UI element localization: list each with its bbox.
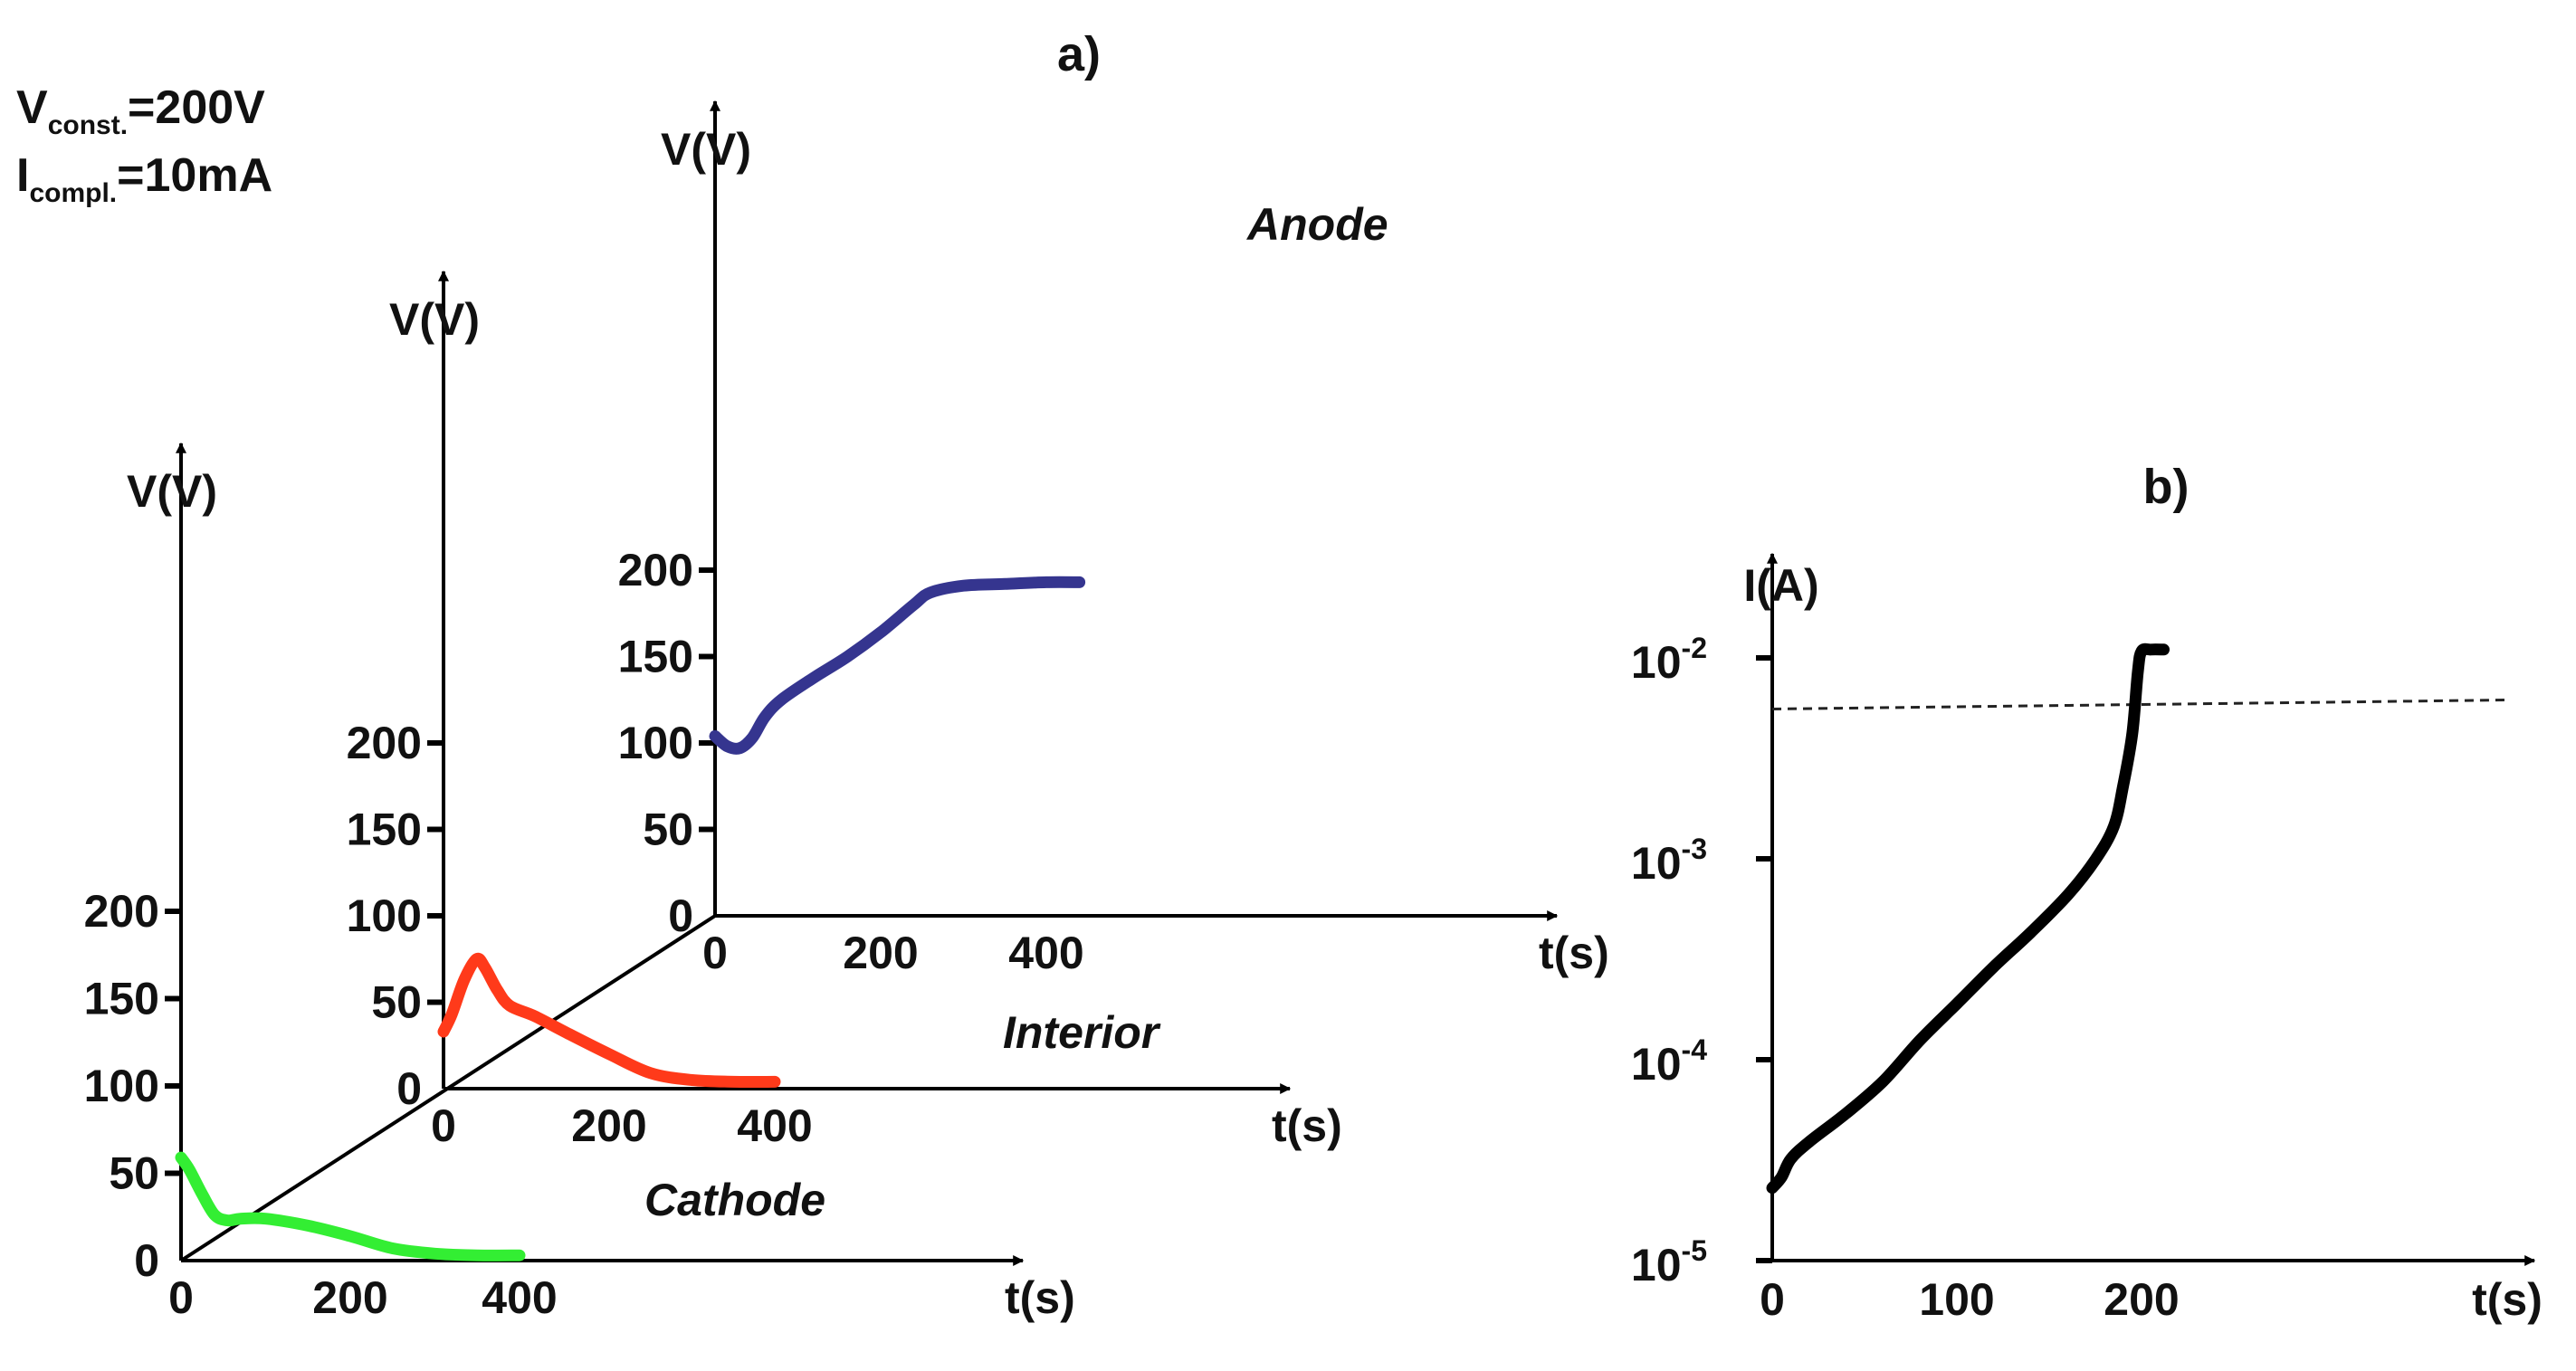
interior-x-axis-title: t(s): [1272, 1100, 1342, 1151]
interior-axes: 0 50 100 150 200 0 200 400 V(V) t(s): [347, 270, 1342, 1151]
anode-xtick-label: 0: [702, 928, 728, 978]
interior-xtick-label: 0: [431, 1100, 456, 1151]
interior-ytick-label: 50: [371, 977, 422, 1028]
cathode-axes: 0 50 100 150 200 0 200 400 V(V) t(s): [84, 442, 1075, 1323]
cathode-curve: [175, 1151, 526, 1262]
cathode-xtick-label: 200: [312, 1272, 387, 1323]
cathode-ytick-label: 100: [84, 1061, 159, 1111]
current-curve: [1766, 643, 2170, 1195]
interior-ytick-label: 100: [347, 890, 422, 941]
current-ytick-exponent: -2: [1682, 632, 1707, 664]
interior-label: Interior: [1003, 1007, 1161, 1058]
current-xtick-label: 0: [1760, 1274, 1785, 1325]
current-ytick-exponent: -3: [1682, 833, 1707, 865]
interior-y-axis-title: V(V): [389, 294, 480, 345]
cathode-xtick-label: 0: [168, 1272, 194, 1323]
interior-ytick-label: 150: [347, 805, 422, 855]
current-ytick-exponent: -4: [1682, 1033, 1708, 1066]
interior-xtick-label: 200: [571, 1100, 646, 1151]
cathode-ytick-label: 0: [134, 1235, 159, 1286]
interior-ytick-label: 0: [396, 1063, 422, 1114]
anode-ytick-label: 100: [618, 718, 693, 768]
interior-ytick-label: 200: [347, 718, 422, 768]
panel-a-label: a): [1057, 27, 1101, 81]
anode-label: Anode: [1245, 199, 1388, 250]
cathode-ytick-label: 150: [84, 974, 159, 1024]
current-ytick-label: 10-2: [1631, 632, 1707, 688]
current-ytick-label: 10-3: [1631, 833, 1707, 889]
anode-ytick-label: 200: [618, 545, 693, 595]
current-xtick-label: 100: [1919, 1274, 1994, 1325]
condition-vconst: Vconst.=200V: [16, 81, 265, 140]
current-ytick-exponent: -5: [1682, 1234, 1707, 1267]
current-xtick-label: 200: [2104, 1274, 2179, 1325]
cathode-x-axis-title: t(s): [1005, 1272, 1075, 1323]
cathode-ytick-label: 50: [109, 1148, 159, 1199]
interior-xtick-label: 400: [737, 1100, 812, 1151]
current-ytick-label: 10-4: [1631, 1033, 1707, 1090]
cathode-ytick-label: 200: [84, 886, 159, 937]
cathode-label: Cathode: [644, 1175, 825, 1225]
anode-y-axis-title: V(V): [661, 124, 751, 175]
current-ytick-base: 10: [1631, 1039, 1682, 1090]
anode-xtick-label: 200: [843, 928, 918, 978]
current-x-axis-title: t(s): [2472, 1274, 2543, 1325]
cathode-xtick-label: 400: [482, 1272, 557, 1323]
current-ytick-label: 10-5: [1631, 1234, 1707, 1290]
anode-xtick-label: 400: [1008, 928, 1083, 978]
anode-ytick-label: 50: [643, 805, 693, 855]
condition-icompl: Icompl.=10mA: [16, 149, 272, 208]
anode-x-axis-title: t(s): [1539, 928, 1609, 978]
interior-curve: [437, 952, 781, 1089]
panel-b-label: b): [2143, 460, 2190, 514]
current-ytick-base: 10: [1631, 838, 1682, 889]
anode-axes: 0 50 100 150 200 0 200 400 V(V) t(s): [618, 100, 1609, 978]
current-ytick-base: 10: [1631, 1240, 1682, 1290]
cathode-y-axis-title: V(V): [127, 466, 217, 517]
anode-ytick-label: 150: [618, 632, 693, 682]
anode-ytick-label: 0: [668, 890, 693, 941]
anode-curve: [709, 576, 1086, 755]
current-y-axis-title: I(A): [1743, 560, 1818, 611]
current-ytick-base: 10: [1631, 637, 1682, 688]
